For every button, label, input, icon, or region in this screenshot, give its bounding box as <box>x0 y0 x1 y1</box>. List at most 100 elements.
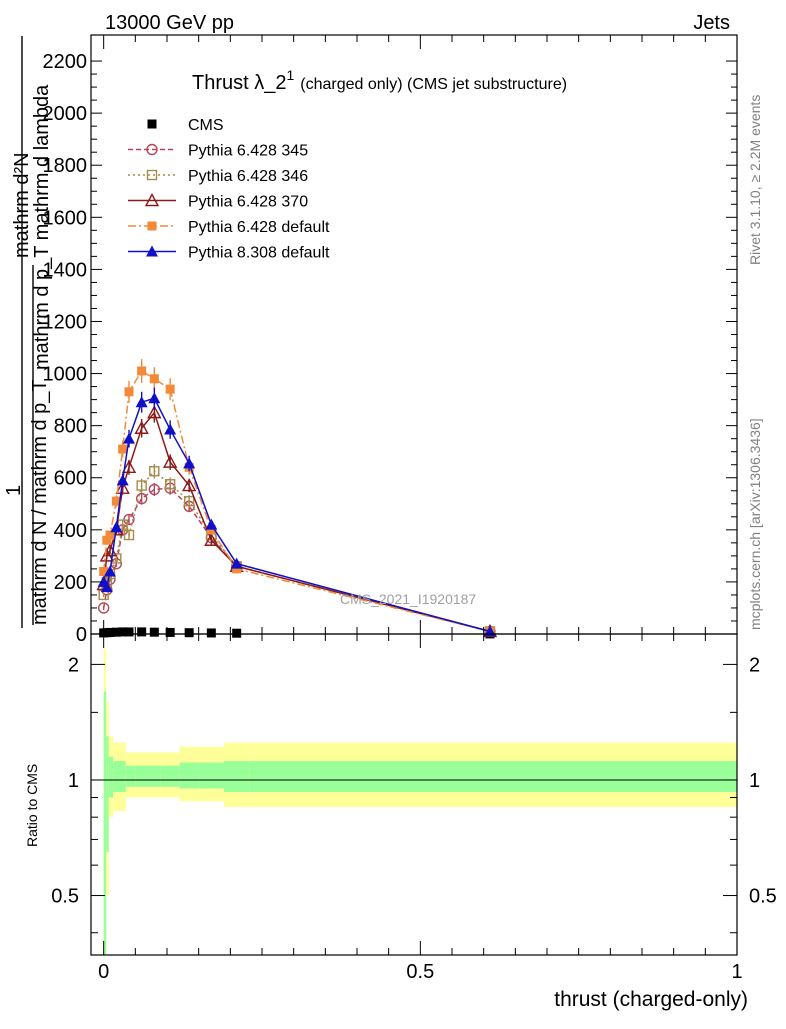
ratio-band-green <box>224 761 250 793</box>
series-0 <box>99 627 495 639</box>
ratio-ytick-label: 0.5 <box>51 886 79 908</box>
data-point <box>118 444 128 454</box>
legend-entry: CMS <box>147 117 224 134</box>
data-point <box>121 459 137 474</box>
ratio-ytick-label-right: 2 <box>749 654 760 676</box>
main-ytick-label: 800 <box>54 416 87 438</box>
main-ytick-label: 1400 <box>43 259 88 281</box>
legend-marker <box>147 221 157 231</box>
ylabel-one: 1 <box>3 485 25 496</box>
data-point <box>206 628 216 638</box>
main-ytick-label: 200 <box>54 572 87 594</box>
data-point <box>181 478 197 492</box>
data-point <box>110 521 123 533</box>
series-5 <box>97 387 496 637</box>
ratio-ytick-label-right: 0.5 <box>749 886 777 908</box>
legend-marker <box>147 119 157 129</box>
data-point <box>111 496 121 506</box>
ratio-band-green <box>108 756 114 798</box>
data-point <box>165 627 175 637</box>
data-point <box>134 420 149 434</box>
legend-entry: Pythia 6.428 346 <box>128 168 308 185</box>
energy-label: 13000 GeV pp <box>105 12 234 34</box>
data-point <box>206 525 216 535</box>
data-point <box>149 466 160 477</box>
xtick-label: 0.5 <box>406 961 434 983</box>
legend-label: Pythia 6.428 default <box>188 219 330 236</box>
data-point <box>97 602 110 614</box>
ratio-ytick-label: 1 <box>68 770 79 792</box>
data-point <box>116 474 129 486</box>
plot-title-tail: (charged only) (CMS jet substructure) <box>300 76 567 93</box>
legend-label: Pythia 6.428 346 <box>188 168 308 185</box>
ratio-band-green <box>160 765 180 787</box>
data-point <box>104 565 116 577</box>
legend-marker <box>144 193 160 207</box>
plot-title-sup: 1 <box>286 67 294 83</box>
xtick-label: 1 <box>731 961 742 983</box>
main-series-layer <box>96 359 498 639</box>
series-1 <box>97 481 496 638</box>
data-point <box>100 581 113 593</box>
data-point <box>183 495 195 507</box>
ratio-band-green <box>198 762 224 789</box>
xtick-label: 0 <box>98 961 109 983</box>
legend-label: Pythia 6.428 370 <box>188 194 308 211</box>
analysis-watermark: CMS_2021_I1920187 <box>340 591 476 607</box>
data-point <box>137 366 147 376</box>
data-point <box>162 454 178 468</box>
data-point <box>124 387 134 397</box>
main-ytick-label: 1800 <box>43 155 88 177</box>
data-point <box>148 392 161 404</box>
main-ytick-label: 0 <box>76 624 87 646</box>
ratio-ytick-label-right: 1 <box>749 770 760 792</box>
ratio-band-green <box>103 691 107 955</box>
data-point <box>164 479 176 490</box>
data-point <box>149 374 159 384</box>
data-point <box>105 530 115 540</box>
data-point <box>204 532 219 546</box>
rivet-label: Rivet 3.1.10, ≥ 2.2M events <box>747 95 763 265</box>
legend-marker <box>146 245 158 257</box>
main-ytick-label: 1000 <box>43 364 88 386</box>
ratio-band-green <box>179 762 199 789</box>
legend-label: Pythia 8.308 default <box>188 245 330 262</box>
data-point <box>232 564 242 574</box>
legend-label: Pythia 6.428 345 <box>188 143 308 160</box>
plot-title: Thrust λ_21 (charged only) (CMS jet subst… <box>192 67 567 94</box>
ratio-ylabel: Ratio to CMS <box>24 764 40 847</box>
axes-layer: 0200400600800100012001400160018002000220… <box>43 34 777 983</box>
plot-title-main: Thrust λ_2 <box>192 72 286 94</box>
legend: CMS Pythia 6.428 345 Pythia 6.428 346 Pythi… <box>128 117 330 262</box>
main-ytick-label: 2000 <box>43 103 88 125</box>
ratio-ytick-label: 2 <box>68 654 79 676</box>
data-point <box>124 627 134 637</box>
legend-entry: Pythia 8.308 default <box>128 245 330 262</box>
data-point <box>99 566 109 576</box>
legend-entry: Pythia 6.428 default <box>128 219 330 236</box>
data-point <box>123 432 135 444</box>
main-ytick-label: 2200 <box>43 51 88 73</box>
data-point <box>105 627 115 637</box>
data-point <box>115 480 130 494</box>
ylabel-mid: mathrm d p_T mathrm d lambda <box>31 84 53 370</box>
legend-entry: Pythia 6.428 370 <box>128 193 308 211</box>
series-line <box>102 470 491 633</box>
data-point <box>205 518 218 530</box>
legend-marker <box>146 169 158 181</box>
ylabel-bottom: mathrm d N / mathrm d p_T <box>29 379 51 625</box>
main-ytick-label: 1600 <box>43 207 88 229</box>
data-point <box>137 627 147 637</box>
data-point <box>123 529 135 541</box>
data-point <box>164 423 177 435</box>
data-point <box>135 396 148 408</box>
data-point <box>136 480 147 491</box>
main-ytick-label: 400 <box>54 520 87 542</box>
data-point <box>165 384 175 394</box>
ratio-bands <box>91 648 738 955</box>
series-line <box>102 487 491 633</box>
data-point <box>230 557 243 569</box>
ratio-band-green <box>106 736 109 852</box>
process-label: Jets <box>693 12 730 34</box>
